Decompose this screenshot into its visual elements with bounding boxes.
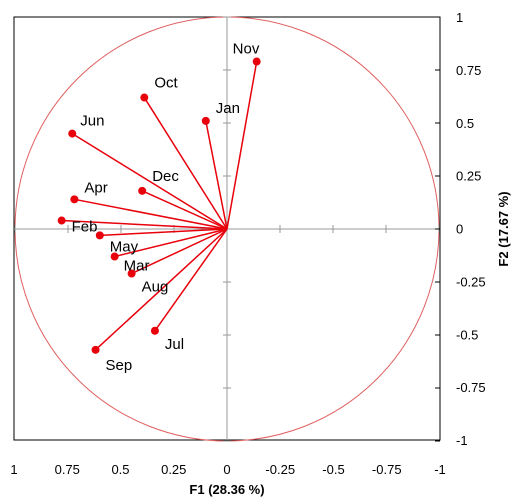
- y-axis-title: F2 (17.67 %): [496, 191, 511, 266]
- vector-jan: [205, 120, 228, 230]
- vector-jun: [71, 132, 228, 230]
- label-jun: Jun: [80, 113, 104, 130]
- label-may: May: [110, 238, 139, 255]
- label-dec: Dec: [152, 168, 179, 185]
- x-tick-label: -1: [434, 462, 446, 477]
- vector-dec: [141, 190, 228, 230]
- vector-feb: [61, 219, 228, 230]
- x-tick-label: -0.25: [265, 462, 295, 477]
- vector-nov: [226, 61, 258, 230]
- x-axis-title: F1 (28.36 %): [189, 482, 264, 497]
- vector-sep: [95, 228, 228, 351]
- y-tick-label: -0.25: [456, 274, 486, 289]
- point-mar: [110, 252, 119, 261]
- point-may: [95, 231, 104, 240]
- variable-labels: Nov Oct Jan Jun Dec Apr Feb May Mar Aug Jul Sep: [72, 41, 260, 374]
- label-apr: Apr: [84, 179, 107, 196]
- x-tick-label: 0.25: [161, 462, 186, 477]
- x-tick-label: 0.75: [55, 462, 80, 477]
- y-tick-label: 0.25: [456, 169, 481, 184]
- x-tick-label: -0.5: [322, 462, 344, 477]
- y-tick-label: 0.75: [456, 63, 481, 78]
- vector-apr: [74, 198, 228, 230]
- y-tick-label: -0.75: [456, 380, 486, 395]
- point-feb: [57, 216, 66, 225]
- label-sep: Sep: [106, 357, 133, 374]
- x-tick-label: 0.5: [111, 462, 129, 477]
- x-tick-label: 0: [223, 462, 230, 477]
- y-tick-label: 0.5: [456, 116, 474, 131]
- point-dec: [138, 186, 147, 195]
- y-tick-labels: 1 0.75 0.5 0.25 0 -0.25 -0.5 -0.75 -1: [456, 10, 486, 448]
- x-tick-label: -0.75: [372, 462, 402, 477]
- label-jul: Jul: [165, 336, 184, 353]
- point-aug: [127, 269, 136, 278]
- point-nov: [252, 57, 261, 66]
- label-feb: Feb: [72, 219, 98, 236]
- y-tick-label: 1: [456, 10, 463, 25]
- x-tick-labels: 1 0.75 0.5 0.25 0 -0.25 -0.5 -0.75 -1: [10, 462, 445, 477]
- label-oct: Oct: [154, 75, 178, 92]
- vector-may: [99, 228, 228, 237]
- point-jul: [150, 326, 159, 335]
- point-oct: [140, 93, 149, 102]
- point-apr: [70, 195, 79, 204]
- point-sep: [91, 345, 100, 354]
- variable-vectors: [57, 57, 261, 354]
- y-tick-label: -0.5: [456, 327, 478, 342]
- label-aug: Aug: [142, 279, 169, 296]
- point-jun: [68, 129, 77, 138]
- label-mar: Mar: [124, 258, 150, 275]
- point-jan: [201, 116, 210, 125]
- label-jan: Jan: [216, 100, 240, 117]
- right-axis-ticks: [435, 16, 440, 442]
- vector-mar: [114, 228, 228, 258]
- label-nov: Nov: [233, 41, 260, 58]
- vector-aug: [131, 228, 228, 275]
- vector-oct: [143, 97, 228, 230]
- y-tick-label: -1: [456, 433, 468, 448]
- y-tick-label: 0: [456, 222, 463, 237]
- vector-jul: [154, 228, 228, 332]
- x-tick-label: 1: [10, 462, 17, 477]
